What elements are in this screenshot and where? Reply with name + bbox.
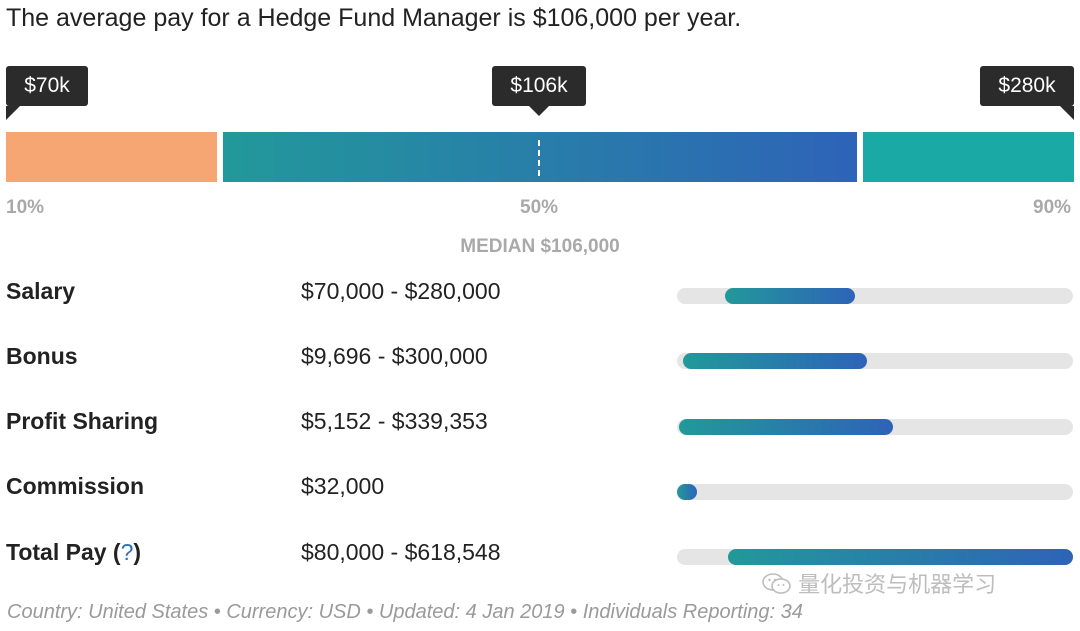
row-label-bonus: Bonus (6, 343, 78, 369)
range-bar-bonus (682, 353, 868, 369)
median-marker (538, 140, 540, 176)
row-value-commission: $32,000 (301, 473, 385, 499)
row-label-commission: Commission (6, 473, 145, 499)
watermark: 量化投资与机器学习 (762, 567, 996, 599)
row-label-total-pay-text: Total Pay (6, 539, 107, 565)
range-track-salary (677, 288, 1073, 304)
bar-segment-mid (223, 132, 857, 182)
range-track-total-pay (677, 549, 1073, 565)
row-label-profit-sharing: Profit Sharing (6, 408, 159, 434)
percentile-label-50: 50% (520, 197, 559, 218)
row-value-salary: $70,000 - $280,000 (301, 278, 501, 304)
page-title: The average pay for a Hedge Fund Manager… (6, 4, 742, 32)
row-value-profit-sharing: $5,152 - $339,353 (301, 408, 488, 434)
watermark-text: 量化投资与机器学习 (798, 572, 997, 597)
row-value-bonus: $9,696 - $300,000 (301, 343, 488, 369)
range-bar-commission (677, 484, 697, 500)
wechat-icon (762, 573, 791, 594)
footer-meta: Country: United States • Currency: USD •… (7, 601, 803, 623)
percentile-label-90: 90% (1033, 197, 1072, 218)
median-label: MEDIAN $106,000 (460, 236, 620, 257)
bar-segment-high (863, 132, 1074, 182)
help-link[interactable]: ? (120, 539, 134, 565)
bar-segment-low (6, 132, 217, 182)
callout-p10: $70k (6, 66, 88, 120)
callout-p50: $106k (492, 66, 586, 116)
range-track-commission (677, 484, 1073, 500)
row-value-total-pay: $80,000 - $618,548 (301, 539, 501, 565)
percentile-label-10: 10% (6, 197, 45, 218)
range-bar-total-pay (728, 549, 1073, 565)
range-track-bonus (677, 353, 1073, 369)
row-label-total-pay: Total Pay (?) (6, 539, 142, 565)
callout-p90: $280k (980, 66, 1074, 120)
range-bar-profit-sharing (678, 419, 893, 435)
range-bar-salary (724, 288, 856, 304)
range-track-profit-sharing (677, 419, 1073, 435)
row-label-salary: Salary (6, 278, 76, 304)
